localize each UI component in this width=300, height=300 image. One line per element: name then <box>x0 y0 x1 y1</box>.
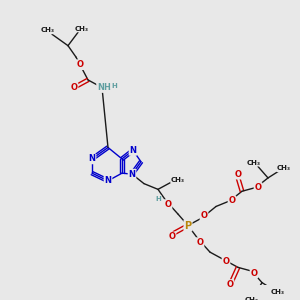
Text: O: O <box>254 183 262 192</box>
Text: O: O <box>76 60 83 69</box>
Text: CH₃: CH₃ <box>41 27 55 33</box>
Text: P: P <box>184 220 192 230</box>
Text: N: N <box>128 169 136 178</box>
Text: H: H <box>111 82 117 88</box>
Text: CH₃: CH₃ <box>271 289 285 295</box>
Text: H: H <box>155 196 161 202</box>
Text: O: O <box>235 169 242 178</box>
Text: CH₃: CH₃ <box>277 165 291 171</box>
Text: CH₃: CH₃ <box>171 177 185 183</box>
Text: CH₃: CH₃ <box>247 160 261 166</box>
Text: N: N <box>88 154 95 164</box>
Text: N: N <box>104 176 112 185</box>
Text: O: O <box>200 212 208 220</box>
Text: N: N <box>130 146 136 155</box>
Text: O: O <box>229 196 236 205</box>
Text: CH₃: CH₃ <box>245 297 259 300</box>
Text: O: O <box>250 268 257 278</box>
Text: O: O <box>164 200 172 209</box>
Text: O: O <box>169 232 176 242</box>
Text: O: O <box>196 238 203 247</box>
Text: CH₃: CH₃ <box>75 26 89 32</box>
Text: O: O <box>223 257 230 266</box>
Text: O: O <box>226 280 233 289</box>
Text: O: O <box>70 83 77 92</box>
Text: NH: NH <box>97 83 111 92</box>
